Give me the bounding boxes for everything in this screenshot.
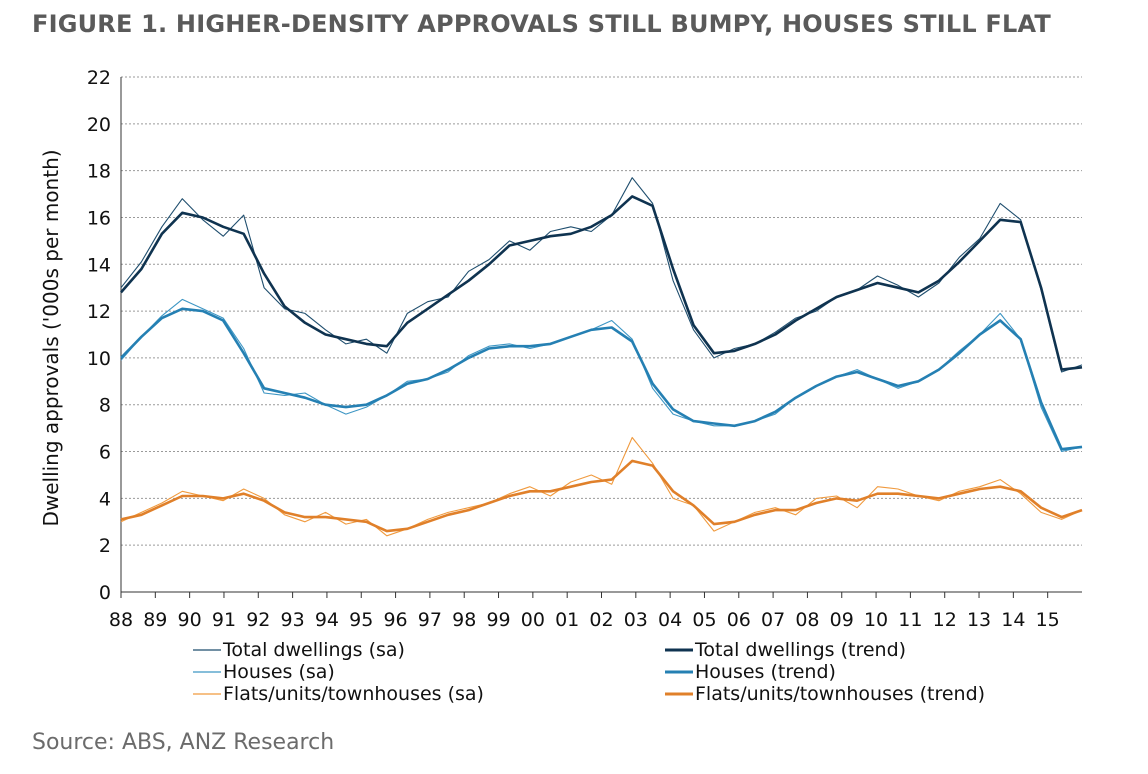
series-lines	[120, 177, 1083, 537]
y-tick-label: 22	[87, 67, 111, 89]
figure-title: FIGURE 1. HIGHER-DENSITY APPROVALS STILL…	[32, 10, 1051, 38]
series-line-houses_trend	[120, 307, 1083, 451]
x-tick-label: 92	[246, 609, 270, 631]
x-tick-label: 13	[967, 609, 991, 631]
y-tick-label: 14	[87, 254, 111, 276]
legend-label: Flats/units/townhouses (trend)	[695, 683, 985, 705]
x-tick-label: 06	[727, 609, 751, 631]
legend-label: Flats/units/townhouses (sa)	[223, 683, 484, 705]
legend: Total dwellings (sa) Total dwellings (tre…	[193, 639, 985, 705]
x-tick-label: 89	[143, 609, 167, 631]
series-line-flats_trend	[120, 459, 1083, 533]
series-line-total_trend	[120, 195, 1083, 371]
x-tick-label: 91	[212, 609, 236, 631]
y-tick-label: 18	[87, 161, 111, 183]
y-tick-label: 6	[99, 442, 111, 464]
y-axis-label: Dwelling approvals ('000s per month)	[39, 149, 63, 526]
x-tick-label: 00	[521, 609, 545, 631]
x-tick-label: 93	[281, 609, 305, 631]
x-tick-label: 90	[178, 609, 202, 631]
y-tick-labels: 0 2 4 6 8 10 12 14 16 18 20 22	[87, 67, 111, 604]
x-tick-label: 99	[486, 609, 510, 631]
x-tick-label: 14	[1001, 609, 1025, 631]
y-tick-label: 20	[87, 114, 111, 136]
series-line-flats_sa	[120, 436, 1083, 537]
x-tick-label: 94	[315, 609, 339, 631]
x-tick-label: 98	[452, 609, 476, 631]
y-tick-label: 2	[99, 535, 111, 557]
y-tick-label: 12	[87, 301, 111, 323]
legend-label: Total dwellings (trend)	[694, 639, 906, 661]
y-tick-label: 8	[99, 395, 111, 417]
x-tick-label: 97	[418, 609, 442, 631]
x-tick-label: 12	[933, 609, 957, 631]
x-tick-label: 02	[589, 609, 613, 631]
axes	[120, 77, 1082, 598]
legend-label: Total dwellings (sa)	[222, 639, 405, 661]
x-tick-label: 11	[898, 609, 922, 631]
series-line-houses_sa	[120, 298, 1083, 453]
x-tick-label: 15	[1036, 609, 1060, 631]
y-tick-label: 0	[99, 582, 111, 604]
y-tick-label: 16	[87, 207, 111, 229]
source-note: Source: ABS, ANZ Research	[32, 730, 335, 755]
gridlines	[121, 76, 1082, 546]
x-tick-label: 01	[555, 609, 579, 631]
x-tick-label: 03	[624, 609, 648, 631]
x-tick-label: 10	[864, 609, 888, 631]
legend-label: Houses (trend)	[695, 661, 836, 683]
x-tick-label: 88	[109, 609, 133, 631]
x-tick-label: 95	[349, 609, 373, 631]
series-line-total_sa	[120, 177, 1083, 373]
x-tick-labels: 88 89 90 91 92 93 94 95 96 97 98 99 00 01 02 03 04 05 06 07…	[109, 609, 1060, 631]
x-tick-label: 05	[692, 609, 716, 631]
y-tick-label: 4	[99, 488, 111, 510]
x-tick-label: 09	[830, 609, 854, 631]
y-tick-label: 10	[87, 348, 111, 370]
x-tick-label: 07	[761, 609, 785, 631]
x-tick-label: 08	[795, 609, 819, 631]
legend-label: Houses (sa)	[223, 661, 335, 683]
x-tick-label: 04	[658, 609, 682, 631]
x-tick-label: 96	[383, 609, 407, 631]
